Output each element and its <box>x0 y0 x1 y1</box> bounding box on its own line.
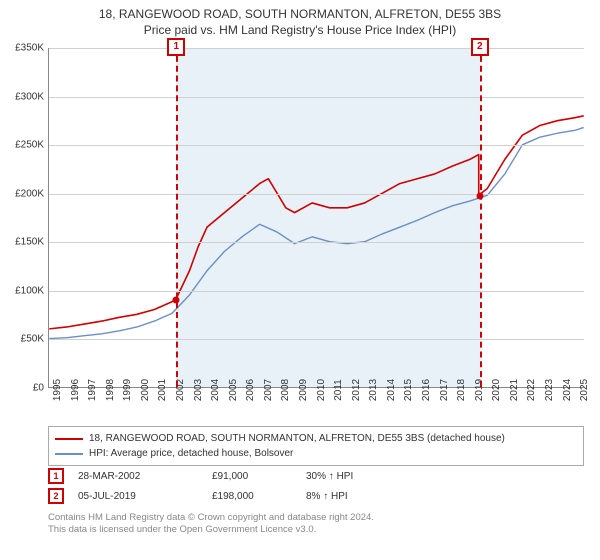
x-tick-label: 2015 <box>403 379 414 401</box>
transaction-price: £198,000 <box>212 491 292 502</box>
y-tick-label: £250K <box>2 140 44 151</box>
legend-label: HPI: Average price, detached house, Bols… <box>89 446 293 461</box>
chart-lines-svg <box>49 48 584 387</box>
x-tick-label: 2005 <box>228 379 239 401</box>
y-tick-label: £0 <box>2 383 44 394</box>
gridline <box>49 242 584 243</box>
marker-box: 2 <box>471 38 489 56</box>
x-tick-label: 2007 <box>263 379 274 401</box>
data-point <box>476 192 483 199</box>
marker-dash <box>176 46 178 387</box>
x-tick-label: 2017 <box>439 379 450 401</box>
x-tick-label: 2010 <box>316 379 327 401</box>
y-tick-label: £150K <box>2 237 44 248</box>
title-line2: Price paid vs. HM Land Registry's House … <box>0 22 600 38</box>
gridline <box>49 145 584 146</box>
transaction-marker-num: 2 <box>53 491 58 501</box>
series-hpi <box>49 127 583 338</box>
transaction-marker: 2 <box>48 488 64 504</box>
y-tick-label: £50K <box>2 334 44 345</box>
gridline <box>49 48 584 49</box>
legend-item: 18, RANGEWOOD ROAD, SOUTH NORMANTON, ALF… <box>55 431 577 446</box>
x-tick-label: 1998 <box>105 379 116 401</box>
x-tick-label: 1997 <box>87 379 98 401</box>
chart-container: 18, RANGEWOOD ROAD, SOUTH NORMANTON, ALF… <box>0 0 600 560</box>
x-tick-label: 2012 <box>351 379 362 401</box>
legend-item: HPI: Average price, detached house, Bols… <box>55 446 577 461</box>
x-tick-label: 2013 <box>368 379 379 401</box>
x-tick-label: 1996 <box>70 379 81 401</box>
x-tick-label: 2022 <box>526 379 537 401</box>
transaction-date: 28-MAR-2002 <box>78 471 198 482</box>
legend: 18, RANGEWOOD ROAD, SOUTH NORMANTON, ALF… <box>48 426 584 466</box>
x-tick-label: 2016 <box>421 379 432 401</box>
x-tick-label: 2008 <box>280 379 291 401</box>
title-block: 18, RANGEWOOD ROAD, SOUTH NORMANTON, ALF… <box>0 0 600 38</box>
title-line1: 18, RANGEWOOD ROAD, SOUTH NORMANTON, ALF… <box>0 6 600 22</box>
gridline <box>49 97 584 98</box>
x-tick-label: 2006 <box>245 379 256 401</box>
x-tick-label: 2014 <box>386 379 397 401</box>
attribution-line: Contains HM Land Registry data © Crown c… <box>48 512 374 524</box>
transactions-table: 1 28-MAR-2002 £91,000 30% ↑ HPI 2 05-JUL… <box>48 466 406 506</box>
x-tick-label: 1999 <box>122 379 133 401</box>
data-point <box>173 296 180 303</box>
gridline <box>49 194 584 195</box>
attribution-line: This data is licensed under the Open Gov… <box>48 524 374 536</box>
y-tick-label: £300K <box>2 91 44 102</box>
gridline <box>49 339 584 340</box>
x-tick-label: 2011 <box>333 379 344 401</box>
x-tick-label: 2021 <box>509 379 520 401</box>
x-tick-label: 2001 <box>157 379 168 401</box>
transaction-date: 05-JUL-2019 <box>78 491 198 502</box>
x-tick-label: 2004 <box>210 379 221 401</box>
x-tick-label: 2024 <box>562 379 573 401</box>
transaction-price: £91,000 <box>212 471 292 482</box>
attribution: Contains HM Land Registry data © Crown c… <box>48 512 374 537</box>
transaction-row: 2 05-JUL-2019 £198,000 8% ↑ HPI <box>48 486 406 506</box>
x-tick-label: 2025 <box>579 379 590 401</box>
x-tick-label: 2023 <box>544 379 555 401</box>
x-tick-label: 2003 <box>193 379 204 401</box>
y-tick-label: £200K <box>2 188 44 199</box>
x-tick-label: 2009 <box>298 379 309 401</box>
legend-swatch <box>55 438 83 440</box>
x-tick-label: 1995 <box>52 379 63 401</box>
marker-box: 1 <box>167 38 185 56</box>
legend-label: 18, RANGEWOOD ROAD, SOUTH NORMANTON, ALF… <box>89 431 505 446</box>
transaction-diff: 8% ↑ HPI <box>306 491 406 502</box>
series-property <box>49 116 583 329</box>
transaction-row: 1 28-MAR-2002 £91,000 30% ↑ HPI <box>48 466 406 486</box>
x-tick-label: 2020 <box>491 379 502 401</box>
transaction-diff: 30% ↑ HPI <box>306 471 406 482</box>
transaction-marker-num: 1 <box>53 471 58 481</box>
transaction-marker: 1 <box>48 468 64 484</box>
legend-swatch <box>55 453 83 455</box>
x-tick-label: 2000 <box>140 379 151 401</box>
y-tick-label: £350K <box>2 43 44 54</box>
gridline <box>49 291 584 292</box>
marker-dash <box>480 46 482 387</box>
x-tick-label: 2018 <box>456 379 467 401</box>
chart-plot-area: £0£50K£100K£150K£200K£250K£300K£350K1995… <box>48 48 584 388</box>
y-tick-label: £100K <box>2 285 44 296</box>
